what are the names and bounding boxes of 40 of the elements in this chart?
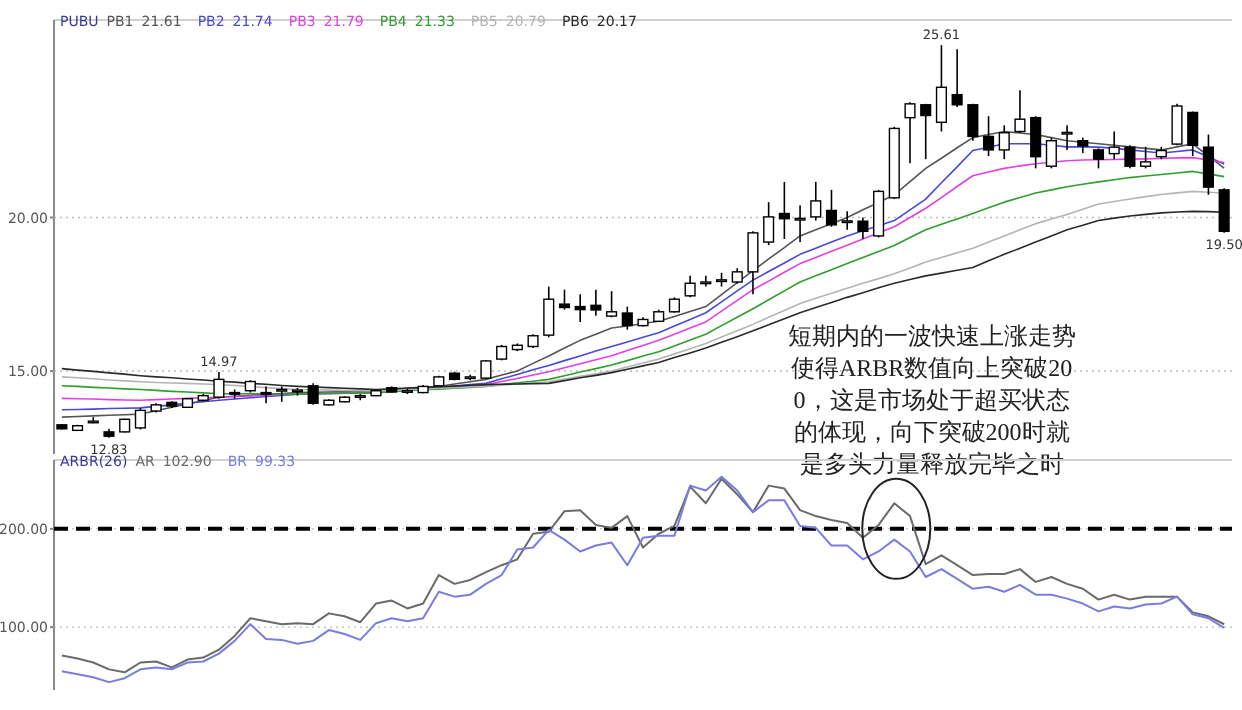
candlestick [1061,124,1073,151]
candlestick [935,44,947,133]
candlestick [1171,103,1183,147]
candlestick [590,288,602,317]
candlestick [1218,187,1230,234]
candlestick [700,275,712,288]
candlestick [951,48,963,108]
candlestick [810,181,822,222]
candlestick [1124,144,1136,170]
candlestick [1187,110,1199,157]
candlestick [967,103,979,142]
candlestick [307,382,319,406]
candlestick [558,288,571,311]
candlestick [574,293,586,323]
candlestick [1030,115,1042,170]
candlestick [621,305,633,331]
candlestick [794,204,806,243]
candlestick [778,181,790,240]
candlestick [763,201,775,246]
candlestick [1108,130,1120,160]
candlestick [920,103,932,160]
candlestick [1202,133,1215,196]
candlestick [213,371,225,400]
candlestick [857,216,869,240]
candlestick [825,189,838,228]
candlestick [276,385,288,403]
candlestick [841,210,853,231]
candlestick [1140,146,1152,170]
candlestick [904,101,916,164]
candlestick [260,385,272,405]
candlestick [543,285,555,339]
candlestick [1045,136,1057,170]
candlestick [998,124,1010,160]
candlestick [982,115,995,157]
candlestick [480,359,492,380]
candlestick [1014,89,1026,134]
candlestick [606,290,618,319]
candlestick [1092,147,1105,170]
candlestick [873,189,885,239]
candlestick [747,230,759,296]
